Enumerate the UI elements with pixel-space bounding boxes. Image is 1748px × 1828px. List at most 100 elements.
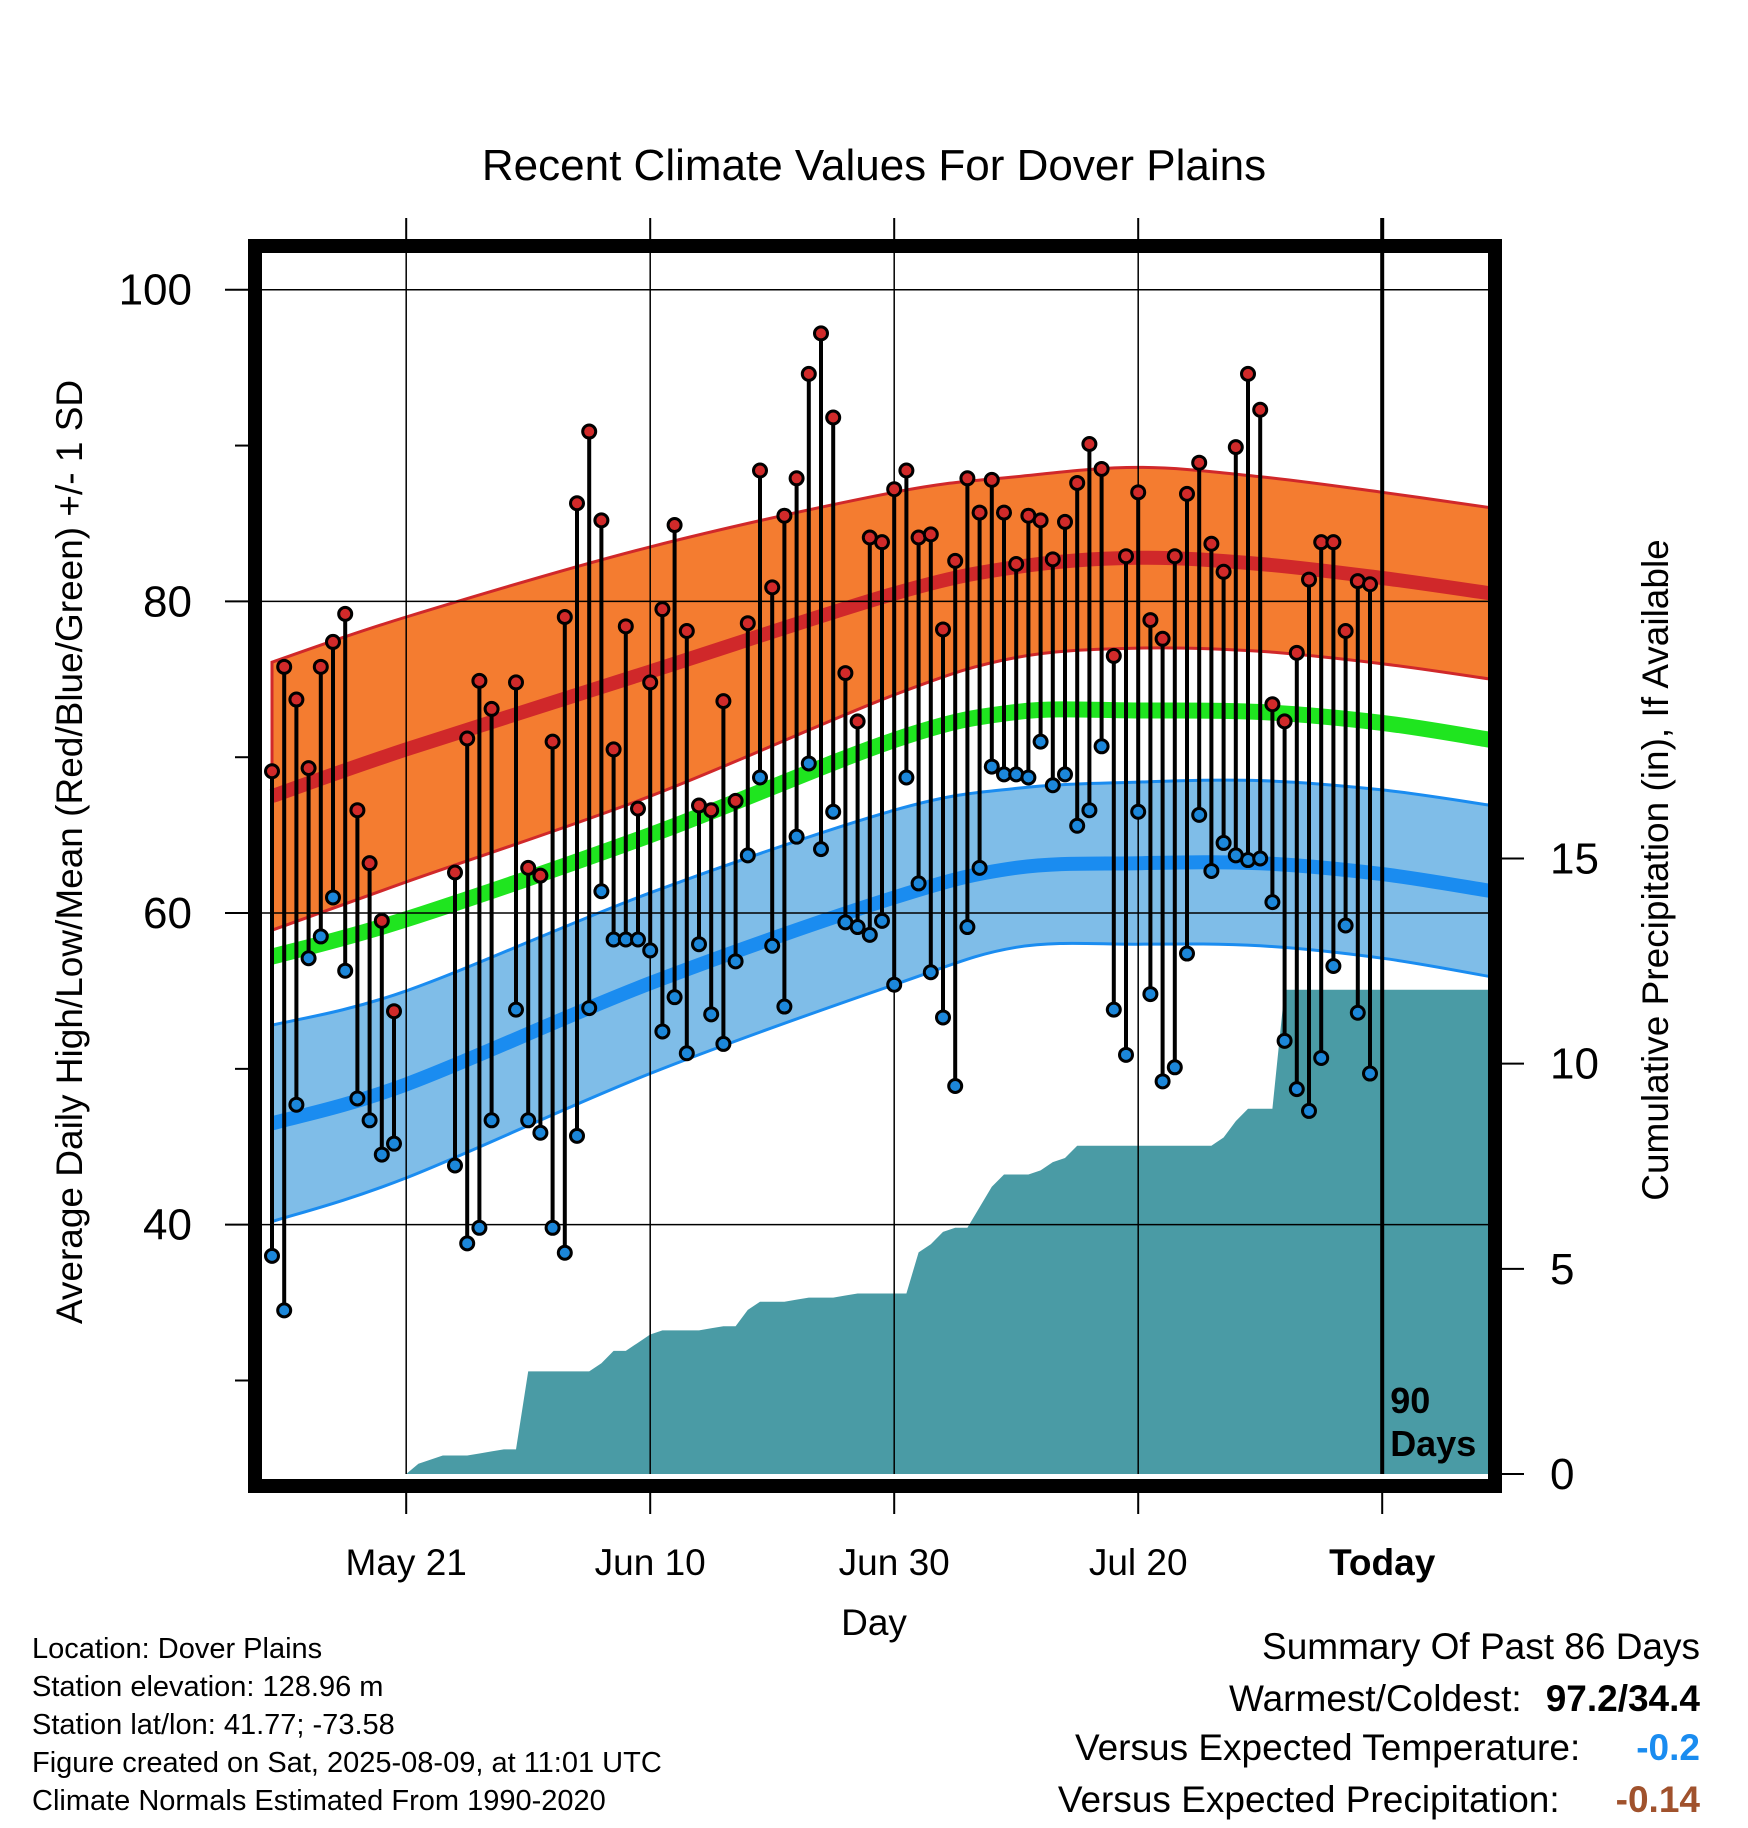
low-point bbox=[325, 889, 341, 906]
low-point bbox=[459, 1235, 476, 1252]
high-point bbox=[800, 365, 817, 382]
info-location: Location: Dover Plains bbox=[32, 1633, 323, 1665]
low-point bbox=[1349, 1004, 1366, 1021]
low-point bbox=[825, 803, 842, 820]
high-point bbox=[1337, 622, 1354, 639]
high-point bbox=[849, 713, 866, 730]
low-point bbox=[1337, 917, 1354, 934]
high-point bbox=[1008, 555, 1025, 572]
high-point bbox=[1264, 696, 1281, 713]
y-axis-label: Average Daily High/Low/Mean (Red/Blue/Gr… bbox=[49, 380, 90, 1324]
high-point bbox=[630, 800, 646, 817]
high-point bbox=[1105, 647, 1122, 664]
info-created: Figure created on Sat, 2025-08-09, at 11… bbox=[32, 1747, 662, 1779]
low-point bbox=[337, 962, 354, 979]
low-point bbox=[739, 847, 756, 864]
low-point bbox=[1166, 1059, 1183, 1076]
low-point bbox=[1276, 1032, 1293, 1049]
low-point bbox=[1179, 945, 1195, 962]
low-point bbox=[556, 1244, 573, 1261]
low-point bbox=[1057, 766, 1073, 783]
high-point bbox=[556, 608, 573, 625]
y-tick-label: 40 bbox=[143, 1201, 192, 1250]
y-tick-label: 60 bbox=[143, 889, 192, 938]
high-point bbox=[349, 802, 366, 819]
low-point bbox=[630, 931, 646, 948]
low-point bbox=[752, 769, 768, 786]
high-point bbox=[483, 700, 500, 717]
high-point bbox=[264, 763, 280, 780]
high-point bbox=[764, 579, 781, 596]
low-point bbox=[874, 912, 890, 929]
low-point bbox=[654, 1023, 671, 1040]
low-point bbox=[593, 883, 610, 900]
low-point bbox=[264, 1247, 280, 1264]
x-axis-label: Day bbox=[841, 1602, 907, 1643]
low-point bbox=[788, 828, 805, 845]
high-point bbox=[654, 601, 671, 618]
low-point bbox=[1032, 733, 1049, 750]
high-point bbox=[386, 1003, 402, 1020]
low-point bbox=[715, 1035, 732, 1052]
high-point bbox=[1130, 484, 1147, 501]
high-point bbox=[459, 730, 476, 747]
low-point bbox=[508, 1001, 524, 1018]
high-point bbox=[593, 512, 610, 529]
low-point bbox=[581, 1000, 598, 1017]
high-point bbox=[874, 534, 890, 551]
summary-warmest-coldest: Warmest/Coldest: 97.2/34.4 bbox=[1229, 1675, 1700, 1723]
low-point bbox=[1130, 803, 1147, 820]
y2-tick-label: 5 bbox=[1550, 1245, 1574, 1294]
x-tick-label: Today bbox=[1329, 1542, 1436, 1583]
high-point bbox=[739, 615, 756, 632]
low-point bbox=[1154, 1073, 1171, 1090]
low-point bbox=[776, 998, 793, 1015]
summary-temperature-value: -0.2 bbox=[1636, 1727, 1700, 1768]
high-point bbox=[1215, 563, 1232, 580]
high-point bbox=[532, 867, 549, 884]
low-point bbox=[764, 937, 781, 954]
summary-temperature-label: Versus Expected Temperature: bbox=[1074, 1727, 1581, 1768]
precipitation-area bbox=[394, 989, 1489, 1474]
low-point bbox=[1313, 1049, 1330, 1066]
high-point bbox=[886, 481, 903, 498]
high-point bbox=[788, 470, 805, 487]
low-point bbox=[1252, 850, 1269, 867]
low-point bbox=[849, 919, 866, 936]
low-point bbox=[1362, 1065, 1378, 1082]
summary-precipitation: Versus Expected Precipitation: -0.14 bbox=[1058, 1776, 1700, 1824]
high-point bbox=[471, 672, 488, 689]
today-days-word: Days bbox=[1390, 1423, 1476, 1464]
x-tick-label: Jun 30 bbox=[839, 1542, 950, 1583]
high-point bbox=[1154, 630, 1171, 647]
low-point bbox=[1069, 817, 1086, 834]
high-point bbox=[959, 470, 976, 487]
y2-tick-label: 10 bbox=[1550, 1040, 1599, 1089]
low-point bbox=[276, 1302, 293, 1319]
high-point bbox=[813, 325, 829, 342]
y2-tick-label: 0 bbox=[1550, 1450, 1574, 1499]
high-point bbox=[1093, 460, 1110, 477]
high-point bbox=[325, 633, 341, 650]
high-point bbox=[1057, 513, 1073, 530]
high-point bbox=[983, 471, 1000, 488]
low-point bbox=[520, 1112, 537, 1129]
low-point bbox=[800, 755, 817, 772]
summary-precipitation-value: -0.14 bbox=[1615, 1779, 1700, 1820]
high-point bbox=[1032, 512, 1049, 529]
low-point bbox=[483, 1112, 500, 1129]
low-point bbox=[813, 841, 829, 858]
low-point bbox=[373, 1146, 390, 1163]
chart-title: Recent Climate Values For Dover Plains bbox=[482, 141, 1266, 190]
summary-warmest-coldest-label: Warmest/Coldest: bbox=[1229, 1678, 1522, 1719]
low-point bbox=[288, 1096, 305, 1113]
low-point bbox=[691, 936, 707, 953]
high-point bbox=[544, 733, 561, 750]
low-point bbox=[959, 919, 976, 936]
high-point bbox=[361, 855, 378, 872]
high-point bbox=[922, 526, 939, 543]
low-point bbox=[1081, 802, 1098, 819]
summary-temperature: Versus Expected Temperature: -0.2 bbox=[1075, 1724, 1700, 1772]
high-point bbox=[678, 622, 695, 639]
low-point bbox=[861, 926, 878, 943]
